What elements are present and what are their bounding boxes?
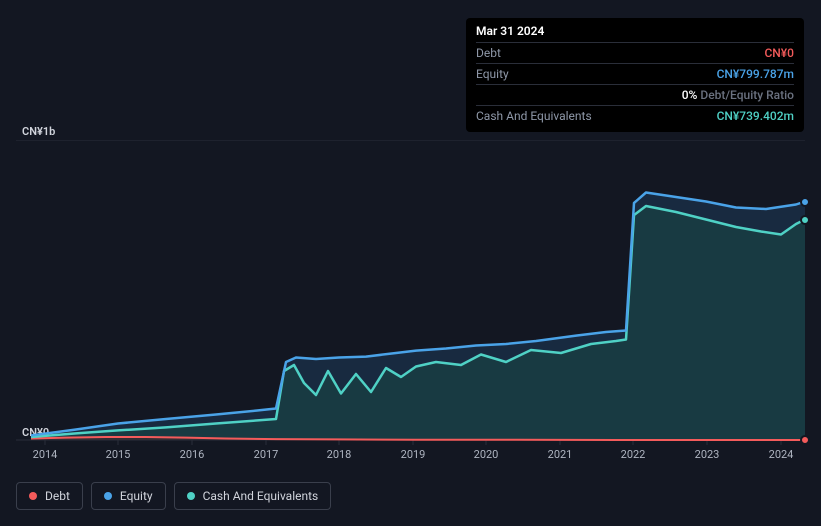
series-end-marker [800, 197, 810, 207]
x-axis-label: 2018 [327, 448, 352, 461]
tooltip-row: Debt CN¥0 [476, 42, 794, 63]
legend-label: Cash And Equivalents [203, 489, 319, 503]
legend-item-cash-and-equivalents[interactable]: Cash And Equivalents [174, 482, 332, 510]
x-axis: 2014 2015 2016 2017 2018 2019 2020 2021 2022 2023… [16, 448, 805, 468]
series-area-cash-and-equivalents [31, 206, 805, 440]
series-end-marker [800, 215, 810, 225]
x-axis-label: 2014 [33, 448, 58, 461]
x-axis-label: 2024 [769, 448, 794, 461]
legend-label: Debt [45, 489, 70, 503]
series-end-marker [800, 435, 810, 445]
x-axis-label: 2021 [548, 448, 573, 461]
legend-dot-icon [104, 492, 112, 500]
legend-dot-icon [187, 492, 195, 500]
tooltip-row-value: CN¥739.402m [717, 109, 794, 123]
y-axis-label: CN¥1b [22, 125, 55, 138]
tooltip-row-value: CN¥0 [764, 46, 794, 60]
x-axis-label: 2015 [106, 448, 131, 461]
x-axis-label: 2019 [401, 448, 426, 461]
chart-tooltip: Mar 31 2024 Debt CN¥0 Equity CN¥799.787m 0% D… [466, 18, 804, 132]
legend-item-equity[interactable]: Equity [91, 482, 166, 510]
legend-dot-icon [29, 492, 37, 500]
x-axis-label: 2023 [695, 448, 720, 461]
x-axis-label: 2022 [621, 448, 646, 461]
legend-item-debt[interactable]: Debt [16, 482, 83, 510]
tooltip-row-label: Debt [476, 46, 541, 60]
tooltip-row-label: Cash And Equivalents [476, 109, 632, 123]
tooltip-row-value: CN¥799.787m [717, 67, 794, 81]
legend: Debt Equity Cash And Equivalents [16, 482, 331, 510]
legend-label: Equity [120, 489, 153, 503]
tooltip-row-label: Equity [476, 67, 549, 81]
x-axis-label: 2020 [474, 448, 499, 461]
tooltip-row-label [476, 88, 516, 102]
chart-plot [16, 140, 805, 445]
tooltip-row: 0% Debt/Equity Ratio [476, 84, 794, 105]
tooltip-row-value: 0% Debt/Equity Ratio [682, 88, 794, 102]
x-axis-label: 2016 [180, 448, 205, 461]
tooltip-date: Mar 31 2024 [476, 24, 794, 42]
tooltip-row: Cash And Equivalents CN¥739.402m [476, 105, 794, 126]
x-axis-label: 2017 [254, 448, 279, 461]
tooltip-row: Equity CN¥799.787m [476, 63, 794, 84]
